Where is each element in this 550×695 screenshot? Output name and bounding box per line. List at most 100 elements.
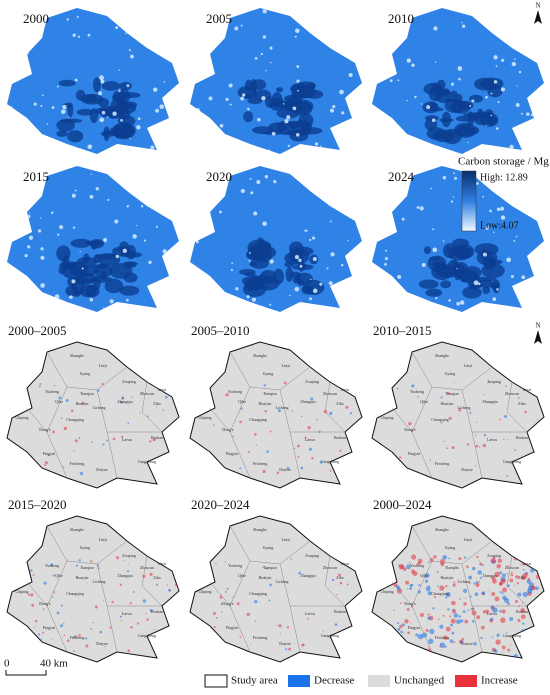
- sparse-speck: [495, 127, 499, 130]
- legend-high: High: 12.89: [480, 172, 528, 183]
- sparse-speck: [118, 89, 121, 93]
- county-label: Licheng: [275, 579, 288, 584]
- increase-speck: [406, 608, 410, 611]
- decrease-speck: [102, 443, 105, 446]
- decrease-speck: [39, 638, 42, 641]
- decrease-speck: [537, 599, 542, 605]
- decrease-speck: [51, 478, 54, 481]
- increase-speck: [143, 462, 146, 464]
- increase-speck: [246, 612, 250, 617]
- increase-speck: [531, 632, 536, 636]
- county-label: Daiyue: [279, 641, 291, 646]
- dense-patch: [125, 244, 137, 260]
- increase-speck: [442, 614, 445, 617]
- sparse-speck: [271, 131, 276, 136]
- sparse-speck: [27, 245, 31, 249]
- year-label: 2024: [388, 169, 415, 184]
- sparse-speck: [122, 248, 127, 254]
- sparse-speck: [519, 25, 523, 29]
- sparse-speck: [135, 224, 138, 227]
- county-label: Linzi: [523, 387, 532, 392]
- decrease-speck: [427, 561, 430, 564]
- decrease-speck: [421, 636, 424, 639]
- sparse-speck: [312, 256, 317, 262]
- legend-swatch: [368, 675, 390, 687]
- county-label: Chiping: [199, 415, 212, 420]
- increase-speck: [500, 576, 502, 578]
- increase-speck: [483, 394, 486, 396]
- dense-patch: [70, 238, 92, 248]
- increase-speck: [501, 651, 503, 653]
- county-label: Pingyin: [43, 451, 55, 456]
- county-label: Daiyue: [461, 467, 473, 472]
- dense-patch: [294, 86, 317, 98]
- sparse-speck: [29, 212, 31, 214]
- sparse-speck: [477, 282, 481, 286]
- sparse-speck: [500, 215, 506, 220]
- county-label: Linyi: [282, 363, 292, 368]
- sparse-speck: [225, 97, 229, 101]
- county-label: Changqing: [249, 417, 267, 422]
- sparse-speck: [341, 111, 345, 115]
- dense-patch: [93, 254, 102, 263]
- county-label: Feicheng: [435, 461, 450, 466]
- increase-speck: [494, 596, 500, 602]
- sparse-speck: [456, 267, 458, 270]
- decrease-speck: [505, 632, 508, 634]
- increase-speck: [81, 401, 85, 405]
- dense-patch: [67, 130, 84, 143]
- decrease-speck: [445, 556, 447, 558]
- dense-patch: [481, 263, 505, 279]
- increase-speck: [529, 639, 534, 643]
- increase-speck: [232, 435, 235, 438]
- decrease-speck: [391, 652, 393, 654]
- sparse-speck: [493, 80, 498, 84]
- sparse-speck: [286, 115, 291, 120]
- legend-swatch: [455, 675, 477, 687]
- decrease-speck: [411, 384, 415, 388]
- scale-bar: 0 40 km: [4, 658, 68, 676]
- decrease-speck: [530, 568, 535, 573]
- sparse-speck: [265, 70, 267, 72]
- year-label: 2000: [23, 11, 49, 26]
- north-arrow: N: [534, 322, 542, 344]
- decrease-speck: [50, 563, 54, 567]
- county-label: Shanghe: [253, 527, 267, 532]
- county-label: Jiyang: [445, 371, 455, 376]
- increase-speck: [443, 635, 448, 640]
- decrease-speck: [522, 622, 525, 625]
- sparse-speck: [225, 302, 230, 308]
- decrease-speck: [298, 571, 302, 575]
- sparse-speck: [107, 198, 110, 201]
- sparse-speck: [95, 187, 99, 191]
- sparse-speck: [153, 191, 156, 194]
- sparse-speck: [512, 16, 516, 20]
- increase-speck: [44, 461, 48, 465]
- sparse-speck: [24, 50, 29, 55]
- increase-speck: [496, 564, 501, 569]
- decrease-speck: [520, 637, 526, 643]
- county-label: Yucheng: [45, 389, 59, 394]
- increase-speck: [461, 637, 465, 641]
- county-label: Huaiyin: [76, 401, 89, 406]
- dense-patch: [118, 100, 129, 110]
- decrease-speck: [445, 592, 451, 597]
- sparse-speck: [51, 106, 55, 109]
- increase-speck: [515, 599, 519, 603]
- county-label: Jiyang: [263, 371, 273, 376]
- decrease-speck: [421, 648, 424, 652]
- decrease-speck: [221, 611, 223, 613]
- decrease-speck: [160, 637, 163, 640]
- increase-speck: [419, 612, 425, 618]
- county-label: Zouping: [487, 553, 501, 558]
- increase-speck: [516, 582, 519, 585]
- sparse-speck: [56, 85, 59, 88]
- county-label: Zhangqiu: [117, 399, 132, 404]
- dense-patch: [487, 85, 503, 98]
- county-label: Chiping: [16, 415, 29, 420]
- decrease-speck: [85, 637, 88, 640]
- sparse-speck: [309, 238, 312, 242]
- dense-patch: [458, 269, 478, 284]
- decrease-speck: [532, 606, 534, 609]
- increase-speck: [239, 420, 242, 424]
